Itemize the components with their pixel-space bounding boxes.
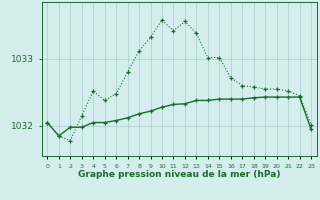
X-axis label: Graphe pression niveau de la mer (hPa): Graphe pression niveau de la mer (hPa) xyxy=(78,170,280,179)
